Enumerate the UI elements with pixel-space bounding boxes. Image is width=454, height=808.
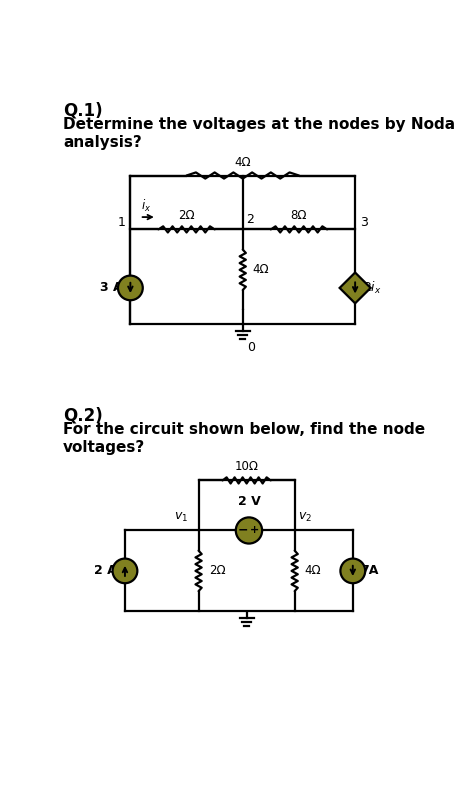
Text: $2i_x$: $2i_x$ [363, 280, 381, 296]
Text: analysis?: analysis? [63, 136, 142, 150]
Text: 4Ω: 4Ω [253, 263, 270, 276]
Text: 8Ω: 8Ω [291, 209, 307, 222]
Text: 2Ω: 2Ω [209, 565, 225, 578]
Circle shape [340, 558, 365, 583]
Text: 2Ω: 2Ω [178, 209, 195, 222]
Text: Q.2): Q.2) [63, 406, 103, 424]
Text: 1: 1 [118, 216, 126, 229]
Text: 7A: 7A [360, 565, 379, 578]
Text: 4Ω: 4Ω [305, 565, 321, 578]
Text: Determine the voltages at the nodes by Nodal: Determine the voltages at the nodes by N… [63, 117, 454, 132]
Text: Q.1): Q.1) [63, 102, 103, 120]
Text: For the circuit shown below, find the node: For the circuit shown below, find the no… [63, 422, 425, 437]
Text: 4Ω: 4Ω [234, 156, 251, 169]
Text: 10Ω: 10Ω [235, 461, 259, 473]
Circle shape [113, 558, 138, 583]
Polygon shape [340, 272, 370, 303]
Circle shape [236, 517, 262, 544]
Text: 2 A: 2 A [94, 565, 117, 578]
Text: $\mathit{v_2}$: $\mathit{v_2}$ [298, 511, 312, 524]
Text: 2: 2 [246, 213, 254, 226]
Text: $\mathit{v_1}$: $\mathit{v_1}$ [173, 511, 188, 524]
Text: −: − [238, 524, 249, 537]
Text: 2 V: 2 V [237, 495, 260, 508]
Text: 3: 3 [360, 216, 368, 229]
Circle shape [118, 276, 143, 301]
Text: $i_x$: $i_x$ [141, 198, 152, 214]
Text: +: + [250, 525, 259, 536]
Text: voltages?: voltages? [63, 440, 145, 456]
Text: 0: 0 [247, 341, 255, 354]
Text: 3 A: 3 A [100, 281, 123, 294]
